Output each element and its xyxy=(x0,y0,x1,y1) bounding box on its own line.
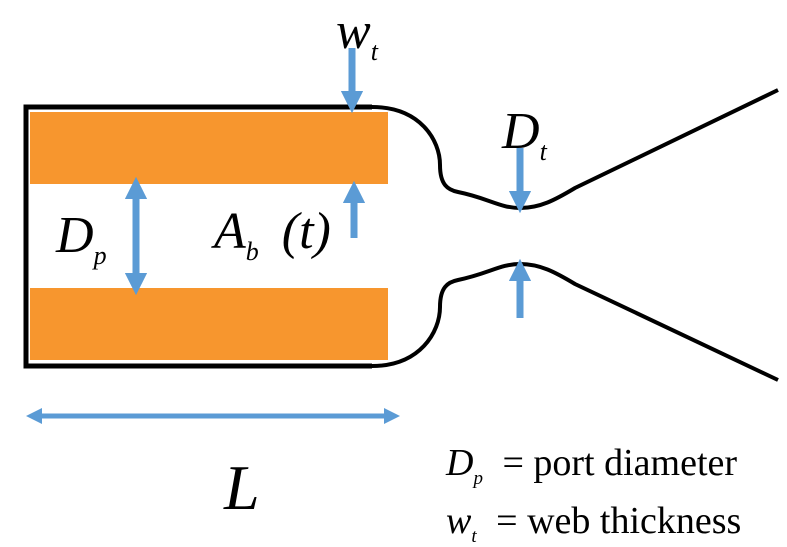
propellant-grain-bottom xyxy=(30,288,388,360)
label-throat-diameter: Dt xyxy=(502,103,547,166)
label-port-diameter: Dp xyxy=(56,207,107,270)
label-burn-area: Ab (t) xyxy=(214,203,331,266)
propellant-grain-top xyxy=(30,112,388,184)
nozzle-lower-contour xyxy=(371,261,779,382)
legend-web-thickness: wt = web thickness xyxy=(446,500,742,547)
label-length: L xyxy=(224,452,260,523)
legend-port-diameter: Dp = port diameter xyxy=(446,442,738,489)
motor-casing-outline xyxy=(23,104,372,369)
nozzle-upper-contour xyxy=(371,88,779,211)
label-web-thickness: wt xyxy=(336,3,378,66)
